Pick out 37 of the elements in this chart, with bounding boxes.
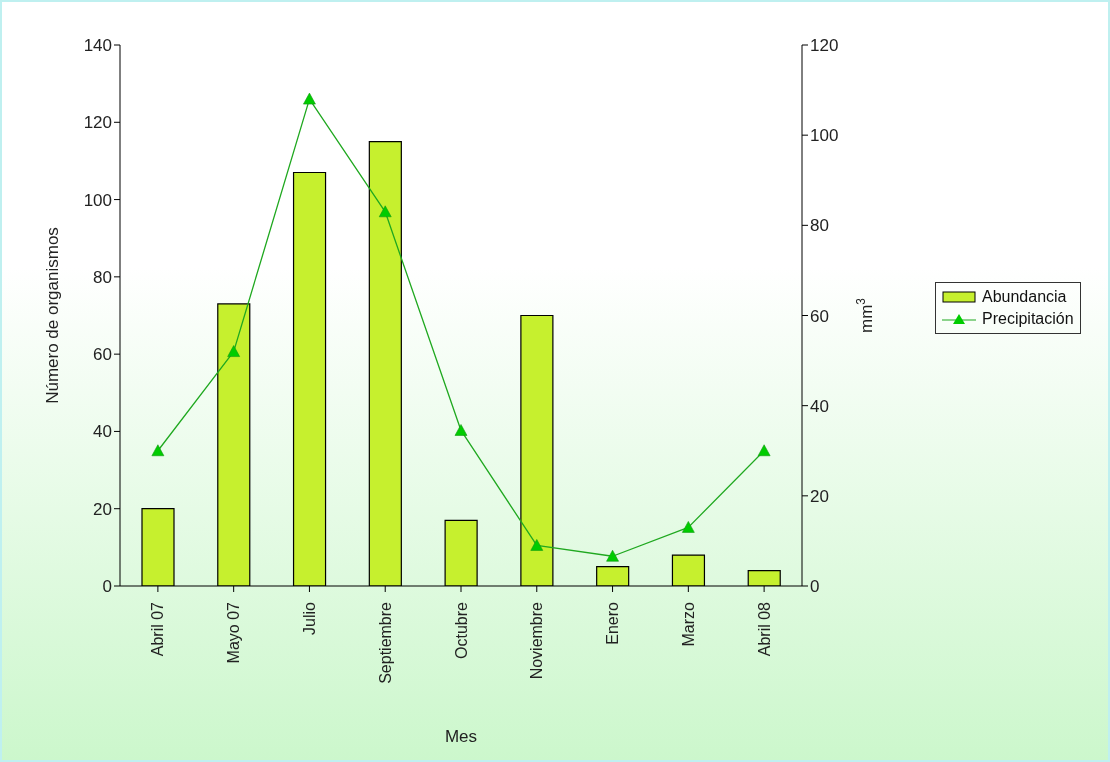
point: [303, 92, 316, 105]
legend-label: Abundancia: [982, 287, 1067, 307]
y2-tick-label: 20: [810, 486, 829, 506]
x-axis-title: Mes: [444, 727, 478, 746]
y2-tick-label: 0: [810, 577, 820, 597]
point: [151, 444, 165, 457]
point: [757, 444, 771, 457]
y2-tick-label: 40: [810, 396, 829, 416]
y2-tick-label: 120: [810, 36, 839, 56]
legend-label: Precipitación: [982, 309, 1074, 329]
y-tick-label: 0: [102, 577, 112, 597]
x-tick-label: Abril 07: [149, 601, 167, 657]
x-tick-label: Julio: [300, 601, 318, 635]
point: [227, 345, 240, 357]
point: [530, 539, 544, 551]
y2-tick-label: 100: [810, 126, 839, 146]
x-tick-label: Enero: [604, 601, 622, 645]
x-tick-label: Mayo 07: [225, 601, 243, 664]
y-tick-label: 100: [83, 190, 112, 210]
x-tick-label: Octubre: [452, 601, 470, 659]
point: [606, 549, 619, 562]
y2-tick-label: 60: [810, 306, 829, 326]
y-axis-title: Número de organismos: [43, 227, 63, 404]
point: [454, 424, 468, 436]
x-tick-label: Abril 08: [755, 601, 773, 657]
y-tick-label: 120: [83, 113, 112, 133]
point: [682, 521, 695, 533]
y-tick-label: 20: [93, 499, 112, 519]
y2-tick-label: 80: [810, 216, 829, 236]
x-tick-label: Septiembre: [376, 601, 394, 684]
x-tick-label: Noviembre: [528, 601, 546, 680]
y-tick-label: 40: [93, 422, 112, 442]
y-tick-label: 60: [93, 345, 112, 365]
y-tick-label: 80: [93, 267, 112, 287]
point: [378, 205, 392, 218]
y-tick-label: 140: [83, 36, 112, 56]
x-tick-label: Marzo: [679, 601, 697, 647]
